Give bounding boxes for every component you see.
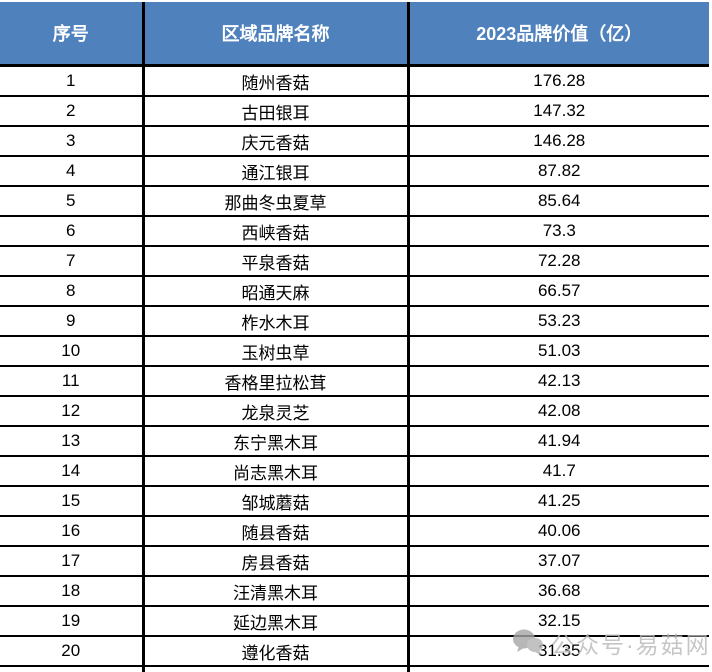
empty-cell xyxy=(406,666,709,672)
value-cell: 37.07 xyxy=(406,546,709,577)
brand-name-cell: 邹城蘑菇 xyxy=(141,486,408,517)
brand-name-cell: 西峡香菇 xyxy=(141,216,408,247)
table-row: 11 香格里拉松茸 42.13 xyxy=(0,366,709,397)
table-row: 18 汪清黑木耳 36.68 xyxy=(0,576,709,607)
rank-cell: 8 xyxy=(0,276,143,307)
value-cell: 32.15 xyxy=(406,606,709,637)
value-cell: 72.28 xyxy=(406,246,709,277)
value-cell: 66.57 xyxy=(406,276,709,307)
value-cell: 42.08 xyxy=(406,396,709,427)
table-row: 8 昭通天麻 66.57 xyxy=(0,276,709,307)
brand-name-cell: 遵化香菇 xyxy=(141,636,408,667)
rank-cell: 5 xyxy=(0,186,143,217)
table-row: 19 延边黑木耳 32.15 xyxy=(0,606,709,637)
value-cell: 51.03 xyxy=(406,336,709,367)
rank-cell: 4 xyxy=(0,156,143,187)
rank-cell: 6 xyxy=(0,216,143,247)
partial-bottom-row xyxy=(0,666,709,672)
value-cell: 73.3 xyxy=(406,216,709,247)
table-row: 13 东宁黑木耳 41.94 xyxy=(0,426,709,457)
value-cell: 41.94 xyxy=(406,426,709,457)
table-row: 14 尚志黑木耳 41.7 xyxy=(0,456,709,487)
table-row: 1 随州香菇 176.28 xyxy=(0,65,709,97)
table-row: 5 那曲冬虫夏草 85.64 xyxy=(0,186,709,217)
rank-cell: 1 xyxy=(0,65,143,97)
rank-cell: 2 xyxy=(0,96,143,127)
table-row: 9 柞水木耳 53.23 xyxy=(0,306,709,337)
value-cell: 41.7 xyxy=(406,456,709,487)
col-header-brand-name: 区域品牌名称 xyxy=(141,2,408,67)
value-cell: 42.13 xyxy=(406,366,709,397)
rank-cell: 17 xyxy=(0,546,143,577)
brand-name-cell: 庆元香菇 xyxy=(141,126,408,157)
brand-name-cell: 龙泉灵芝 xyxy=(141,396,408,427)
rank-cell: 9 xyxy=(0,306,143,337)
rank-cell: 18 xyxy=(0,576,143,607)
empty-cell xyxy=(141,666,408,672)
header-row: 序号 区域品牌名称 2023品牌价值（亿） xyxy=(0,2,709,67)
value-cell: 87.82 xyxy=(406,156,709,187)
rank-cell: 3 xyxy=(0,126,143,157)
col-header-brand-value: 2023品牌价值（亿） xyxy=(406,2,709,67)
table-row: 2 古田银耳 147.32 xyxy=(0,96,709,127)
brand-name-cell: 随州香菇 xyxy=(141,65,408,97)
brand-name-cell: 柞水木耳 xyxy=(141,306,408,337)
brand-name-cell: 平泉香菇 xyxy=(141,246,408,277)
value-cell: 146.28 xyxy=(406,126,709,157)
value-cell: 147.32 xyxy=(406,96,709,127)
table-row: 12 龙泉灵芝 42.08 xyxy=(0,396,709,427)
brand-name-cell: 随县香菇 xyxy=(141,516,408,547)
table-row: 3 庆元香菇 146.28 xyxy=(0,126,709,157)
brand-name-cell: 延边黑木耳 xyxy=(141,606,408,637)
value-cell: 41.25 xyxy=(406,486,709,517)
table-header: 序号 区域品牌名称 2023品牌价值（亿） xyxy=(0,2,709,67)
value-cell: 53.23 xyxy=(406,306,709,337)
brand-name-cell: 香格里拉松茸 xyxy=(141,366,408,397)
table-row: 20 遵化香菇 31.35 xyxy=(0,636,709,667)
rank-cell: 20 xyxy=(0,636,143,667)
table-row: 7 平泉香菇 72.28 xyxy=(0,246,709,277)
rank-cell: 15 xyxy=(0,486,143,517)
brand-name-cell: 昭通天麻 xyxy=(141,276,408,307)
table-row: 16 随县香菇 40.06 xyxy=(0,516,709,547)
rank-cell: 16 xyxy=(0,516,143,547)
col-header-rank: 序号 xyxy=(0,2,143,67)
table-row: 10 玉树虫草 51.03 xyxy=(0,336,709,367)
table-row: 15 邹城蘑菇 41.25 xyxy=(0,486,709,517)
rank-cell: 11 xyxy=(0,366,143,397)
rank-cell: 7 xyxy=(0,246,143,277)
brand-name-cell: 东宁黑木耳 xyxy=(141,426,408,457)
value-cell: 176.28 xyxy=(406,65,709,97)
brand-name-cell: 那曲冬虫夏草 xyxy=(141,186,408,217)
rank-cell: 12 xyxy=(0,396,143,427)
brand-name-cell: 玉树虫草 xyxy=(141,336,408,367)
value-cell: 85.64 xyxy=(406,186,709,217)
brand-name-cell: 尚志黑木耳 xyxy=(141,456,408,487)
brand-name-cell: 古田银耳 xyxy=(141,96,408,127)
rank-cell: 13 xyxy=(0,426,143,457)
brand-name-cell: 汪清黑木耳 xyxy=(141,576,408,607)
value-cell: 31.35 xyxy=(406,636,709,667)
value-cell: 40.06 xyxy=(406,516,709,547)
table-row: 6 西峡香菇 73.3 xyxy=(0,216,709,247)
rank-cell: 10 xyxy=(0,336,143,367)
table-body: 1 随州香菇 176.28 2 古田银耳 147.32 3 庆元香菇 146.28 4 通江银耳 87… xyxy=(0,65,709,672)
rank-cell: 14 xyxy=(0,456,143,487)
value-cell: 36.68 xyxy=(406,576,709,607)
brand-name-cell: 房县香菇 xyxy=(141,546,408,577)
brand-name-cell: 通江银耳 xyxy=(141,156,408,187)
empty-cell xyxy=(0,666,143,672)
table-row: 4 通江银耳 87.82 xyxy=(0,156,709,187)
rank-cell: 19 xyxy=(0,606,143,637)
table-row: 17 房县香菇 37.07 xyxy=(0,546,709,577)
